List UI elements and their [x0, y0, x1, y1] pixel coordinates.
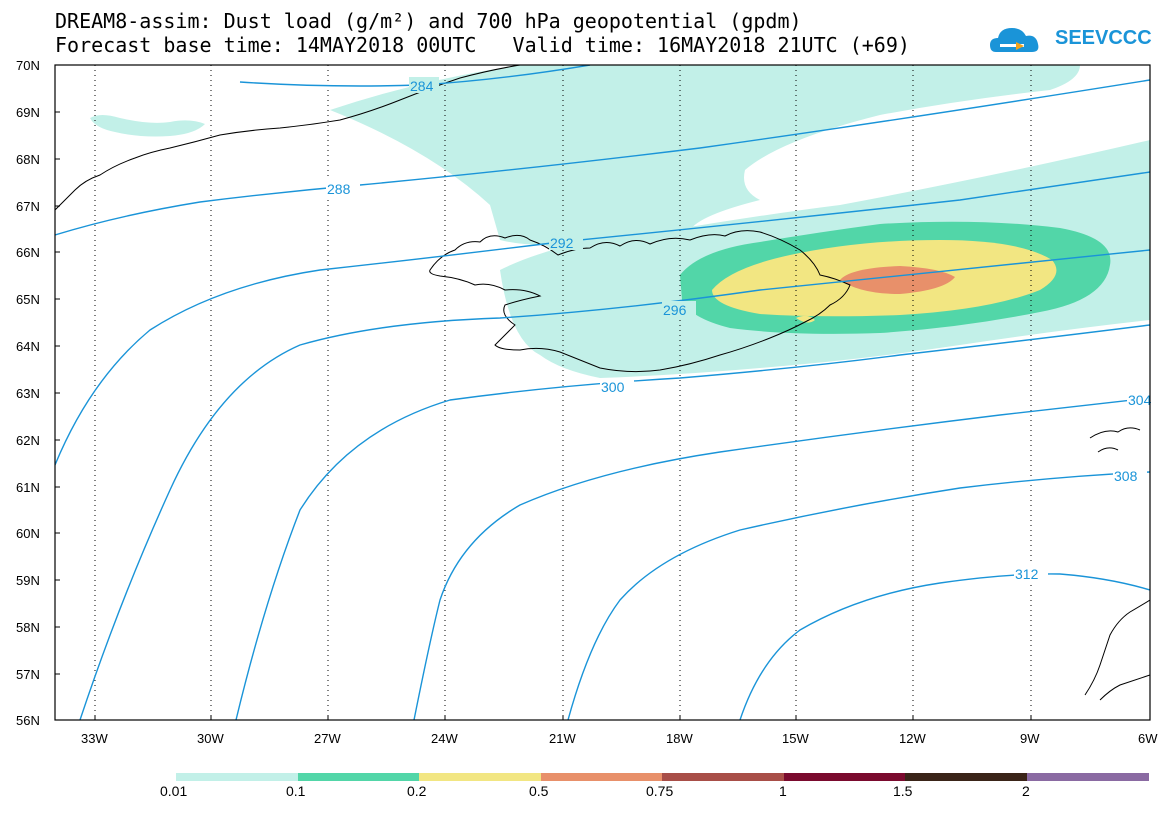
colorbar-label-1-5: 1.5	[893, 783, 913, 799]
colorbar-label-0-5: 0.5	[529, 783, 549, 799]
dust-level-0-01-west	[90, 115, 205, 137]
lat-label-56n: 56N	[16, 713, 40, 728]
colorbar-label-0-1: 0.1	[286, 783, 306, 799]
lat-label-63n: 63N	[16, 386, 40, 401]
latitude-labels: 70N 69N 68N 67N 66N 65N 64N 63N 62N 61N …	[16, 58, 40, 728]
logo-text: SEEVCCC	[1055, 27, 1152, 49]
lon-label-21w: 21W	[549, 731, 576, 746]
lon-label-33w: 33W	[81, 731, 108, 746]
contour-label-284: 284	[410, 78, 434, 94]
lat-label-65n: 65N	[16, 292, 40, 307]
grid-lines	[94, 65, 1032, 720]
contour-312	[739, 573, 1150, 720]
contour-304	[413, 397, 1150, 720]
dust-level-0-01-north	[330, 65, 1080, 260]
contour-label-308: 308	[1114, 468, 1138, 484]
colorbar-swatch-6	[784, 773, 905, 781]
colorbar-swatch-4	[541, 773, 662, 781]
contour-296	[79, 249, 1150, 720]
colorbar-label-2: 2	[1022, 783, 1030, 799]
contour-label-296: 296	[663, 302, 687, 318]
lat-label-64n: 64N	[16, 339, 40, 354]
colorbar-swatch-2	[298, 773, 419, 781]
lat-label-59n: 59N	[16, 573, 40, 588]
contour-308	[567, 471, 1150, 720]
longitude-labels: 33W 30W 27W 24W 21W 18W 15W 12W 9W 6W	[81, 731, 1158, 746]
dust-field	[90, 65, 1150, 378]
contour-label-292: 292	[550, 235, 574, 251]
axis-ticks	[55, 64, 1032, 721]
colorbar-label-0-75: 0.75	[646, 783, 674, 799]
colorbar-label-0-2: 0.2	[407, 783, 427, 799]
cloud-logo-icon	[990, 28, 1039, 52]
colorbar-swatch-8	[1027, 773, 1149, 781]
contour-label-304: 304	[1128, 392, 1152, 408]
colorbar-swatch-5	[662, 773, 784, 781]
lat-label-67n: 67N	[16, 199, 40, 214]
greenland-coastline	[55, 65, 521, 211]
lat-label-58n: 58N	[16, 620, 40, 635]
lat-label-62n: 62N	[16, 433, 40, 448]
geopotential-contours	[55, 65, 1150, 720]
map-subtitle: Forecast base time: 14MAY2018 00UTC Vali…	[55, 33, 910, 57]
lat-label-60n: 60N	[16, 526, 40, 541]
contour-288	[55, 79, 1150, 236]
colorbar	[176, 773, 1149, 781]
contour-292	[55, 171, 1150, 466]
scotland-coastline	[1084, 599, 1150, 701]
lon-label-9w: 9W	[1020, 731, 1040, 746]
colorbar-swatch-1	[176, 773, 298, 781]
coastlines	[55, 65, 1150, 701]
lon-label-27w: 27W	[314, 731, 341, 746]
lat-label-68n: 68N	[16, 152, 40, 167]
colorbar-swatch-3	[419, 773, 541, 781]
lat-label-57n: 57N	[16, 667, 40, 682]
dust-level-0-2-spot	[796, 315, 815, 323]
map-title: DREAM8-assim: Dust load (g/m²) and 700 h…	[55, 9, 802, 33]
lon-label-6w: 6W	[1138, 731, 1158, 746]
lon-label-18w: 18W	[666, 731, 693, 746]
contour-label-312: 312	[1015, 566, 1039, 582]
colorbar-label-0-01: 0.01	[160, 783, 188, 799]
lat-label-61n: 61N	[16, 480, 40, 495]
colorbar-label-1: 1	[779, 783, 787, 799]
lon-label-24w: 24W	[431, 731, 458, 746]
lon-label-15w: 15W	[782, 731, 809, 746]
contour-label-300: 300	[601, 379, 625, 395]
lon-label-30w: 30W	[197, 731, 224, 746]
iceland-coastline	[429, 230, 851, 373]
lon-label-12w: 12W	[899, 731, 926, 746]
lat-label-69n: 69N	[16, 105, 40, 120]
lat-label-70n: 70N	[16, 58, 40, 73]
colorbar-swatch-7	[905, 773, 1027, 781]
faroe-shetland-coastline	[1089, 427, 1141, 453]
contour-300	[235, 324, 1150, 720]
lat-label-66n: 66N	[16, 245, 40, 260]
contour-label-288: 288	[327, 181, 351, 197]
